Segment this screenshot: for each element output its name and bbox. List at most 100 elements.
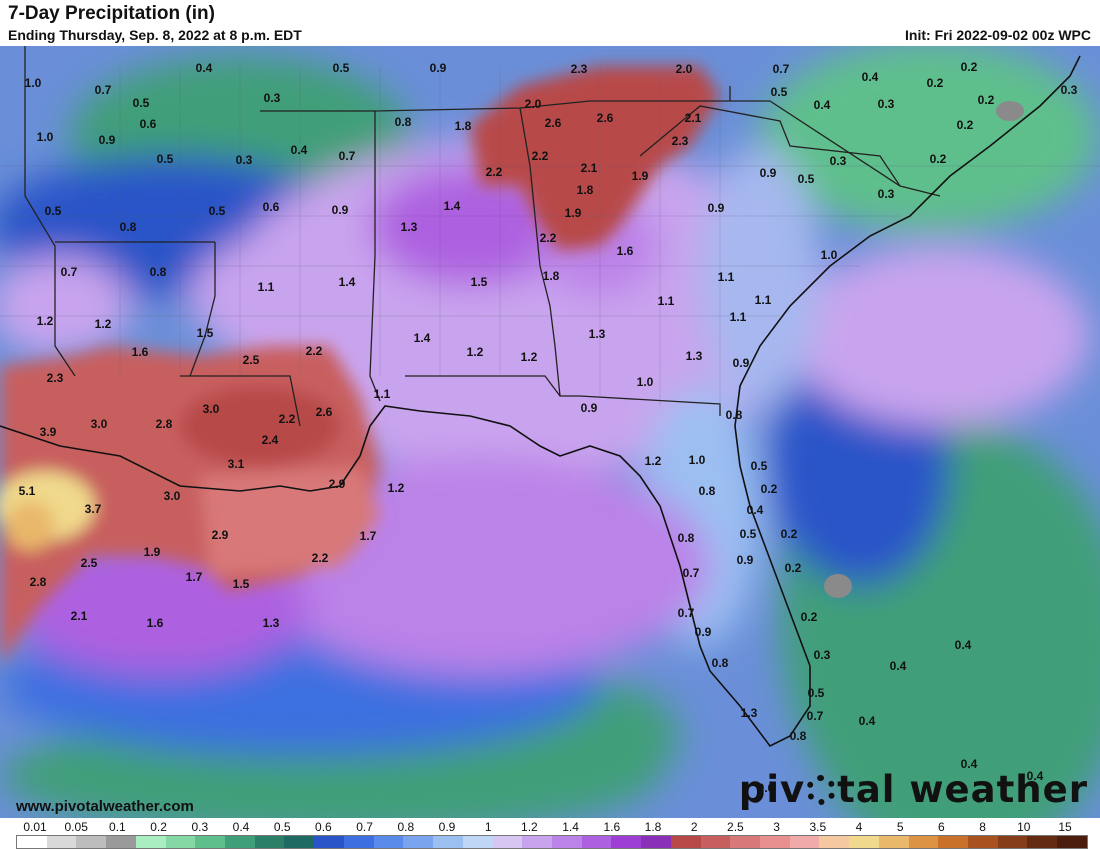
- legend-swatch: [135, 836, 166, 848]
- precip-value-label: 0.4: [291, 143, 308, 157]
- precip-value-label: 0.3: [878, 97, 895, 111]
- color-legend: 0.01 0.05 0.1 0.2 0.3 0.4 0.5 0.6 0.7 0.8 0.9 1 1.2 1…: [0, 818, 1100, 850]
- precip-value-label: 0.2: [978, 93, 995, 107]
- precip-value-label: 0.4: [859, 714, 876, 728]
- legend-swatch: [165, 836, 196, 848]
- legend-tick-label: 6: [938, 820, 945, 834]
- precip-value-label: 0.2: [785, 561, 802, 575]
- legend-swatch: [789, 836, 820, 848]
- precip-value-label: 1.6: [617, 244, 634, 258]
- precip-value-label: 1.8: [577, 183, 594, 197]
- precip-value-label: 2.2: [306, 344, 323, 358]
- legend-tick-label: 1.6: [603, 820, 621, 834]
- precip-value-label: 2.9: [212, 528, 229, 542]
- precip-value-label: 1.1: [374, 387, 391, 401]
- precip-value-label: 0.3: [878, 187, 895, 201]
- precip-value-label: 2.4: [262, 433, 279, 447]
- precip-value-label: 0.3: [830, 154, 847, 168]
- precip-value-label: 0.8: [790, 729, 807, 743]
- precip-value-label: 2.8: [30, 575, 47, 589]
- precip-value-label: 1.9: [632, 169, 649, 183]
- precip-value-label: 2.2: [279, 412, 296, 426]
- precip-value-label: 2.8: [156, 417, 173, 431]
- legend-swatch: [284, 836, 315, 848]
- precip-value-label: 5.1: [19, 484, 36, 498]
- legend-tick-label: 2.5: [727, 820, 744, 834]
- brand-text-left: piv: [738, 768, 806, 811]
- precip-value-label: 0.3: [264, 91, 281, 105]
- legend-swatch: [759, 836, 790, 848]
- website-url[interactable]: www.pivotalweather.com: [16, 798, 194, 815]
- precip-value-label: 3.0: [91, 417, 108, 431]
- legend-swatch: [819, 836, 850, 848]
- legend-swatch: [938, 836, 968, 848]
- precip-value-label: 1.4: [444, 199, 461, 213]
- legend-tick-label: 3: [773, 820, 780, 834]
- precip-value-label: 0.5: [808, 686, 825, 700]
- precip-value-label: 0.4: [747, 503, 764, 517]
- precip-value-label: 2.5: [243, 353, 260, 367]
- precip-value-label: 0.5: [209, 204, 226, 218]
- legend-tick-label: 2: [690, 820, 698, 834]
- precip-value-label: 2.5: [81, 556, 98, 570]
- precip-value-label: 1.0: [25, 76, 42, 90]
- legend-tick-label: 0.4: [232, 820, 250, 834]
- legend-swatch: [641, 836, 671, 848]
- precip-value-label: 1.8: [543, 269, 560, 283]
- legend-swatch: [551, 836, 582, 848]
- precip-value-label: 0.8: [699, 484, 716, 498]
- precip-value-label: 0.9: [737, 553, 754, 567]
- precip-value-label: 1.9: [565, 206, 582, 220]
- precip-value-label: 1.1: [258, 280, 275, 294]
- precip-value-label: 2.3: [672, 134, 689, 148]
- precip-value-label: 1.2: [645, 454, 662, 468]
- legend-tick-label: 4: [855, 820, 863, 834]
- legend-tick-label: 10: [1017, 820, 1031, 834]
- precip-value-label: 0.4: [1027, 769, 1044, 783]
- precip-value-label: 1.9: [144, 545, 161, 559]
- legend-swatch: [670, 836, 701, 848]
- model-init-time: Init: Fri 2022-09-02 00z WPC: [905, 27, 1091, 43]
- precip-value-label: 1.6: [147, 616, 164, 630]
- brand-text-right: tal weather: [837, 768, 1088, 811]
- precip-value-label: 2.1: [71, 609, 88, 623]
- precip-value-label: 2.6: [316, 405, 333, 419]
- precip-value-label: 2.2: [312, 551, 329, 565]
- precip-value-label: 1.1: [755, 293, 772, 307]
- precip-value-label: 2.1: [581, 161, 598, 175]
- precip-value-label: 0.7: [773, 62, 790, 76]
- legend-swatch: [908, 836, 939, 848]
- legend-swatch: [462, 836, 493, 848]
- legend-swatch: [700, 836, 731, 848]
- precip-value-label: 2.3: [571, 62, 588, 76]
- precip-value-label: 0.3: [236, 153, 253, 167]
- legend-tick-label: 0.5: [273, 820, 291, 834]
- precip-value-label: 0.9: [695, 625, 712, 639]
- legend-swatch: [17, 836, 47, 848]
- precip-value-label: 1.1: [730, 310, 747, 324]
- precip-value-label: 0.9: [332, 203, 349, 217]
- legend-swatch: [522, 836, 552, 848]
- legend-swatch: [343, 836, 374, 848]
- precip-value-label: 0.8: [678, 531, 695, 545]
- legend-swatch: [314, 836, 344, 848]
- precip-value-label: 2.3: [47, 371, 64, 385]
- legend-swatch: [433, 836, 463, 848]
- precip-value-label: 0.2: [961, 60, 978, 74]
- precip-value-label: 2.2: [540, 231, 557, 245]
- precip-value-label: 0.3: [814, 648, 831, 662]
- precip-field-blobs: [0, 46, 1100, 818]
- precip-value-label: 0.9: [760, 166, 777, 180]
- legend-swatch: [403, 836, 434, 848]
- precip-value-label: 1.0: [637, 375, 654, 389]
- legend-tick-label: 0.01: [23, 820, 47, 834]
- precip-value-label: 1.1: [658, 294, 675, 308]
- legend-bar: [16, 835, 1088, 849]
- legend-tick-label: 0.7: [356, 820, 373, 834]
- precip-value-label: 0.5: [333, 61, 350, 75]
- legend-swatch: [997, 836, 1028, 848]
- legend-swatch: [968, 836, 998, 848]
- precip-value-label: 1.5: [197, 326, 214, 340]
- state-boundaries: [24, 46, 941, 427]
- precip-value-label: 0.7: [807, 709, 824, 723]
